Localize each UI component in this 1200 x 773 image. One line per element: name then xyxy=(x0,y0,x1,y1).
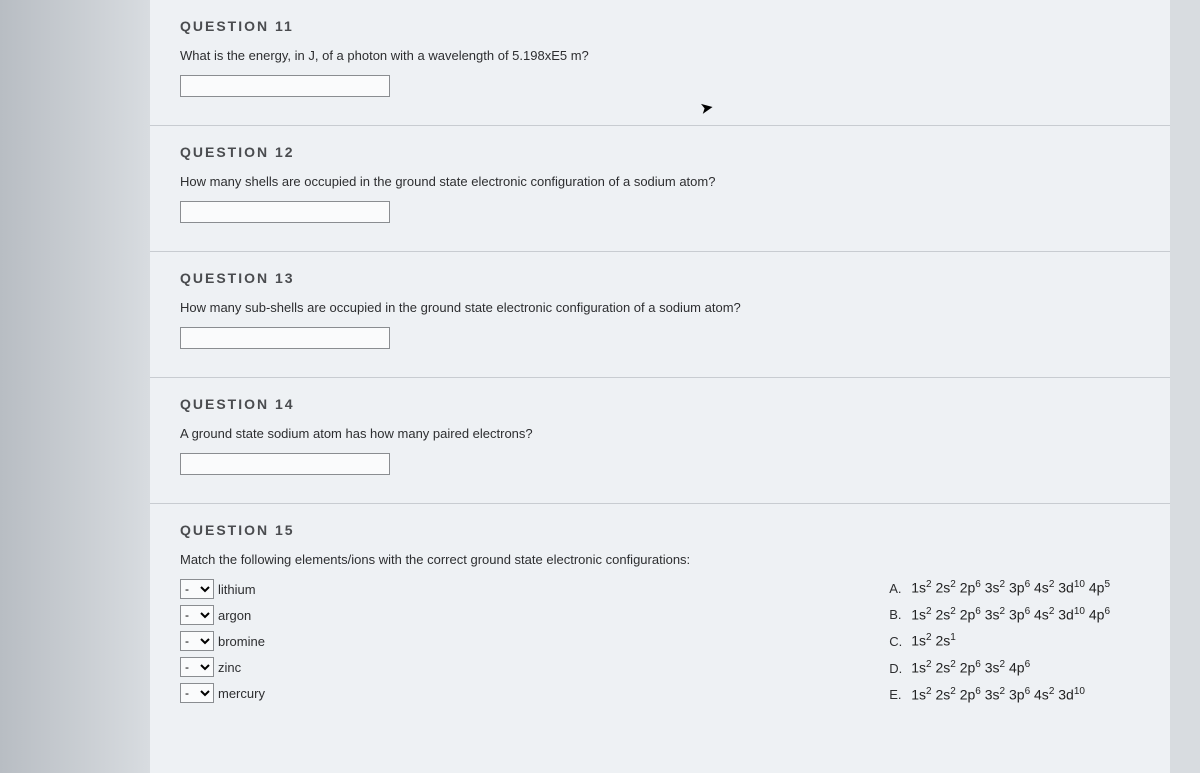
question-prompt: How many shells are occupied in the grou… xyxy=(180,174,1140,189)
question-15: QUESTION 15 Match the following elements… xyxy=(150,504,1170,731)
quiz-page: QUESTION 11 What is the energy, in J, of… xyxy=(150,0,1170,773)
match-label: argon xyxy=(218,608,251,623)
answer-input-q14[interactable] xyxy=(180,453,390,475)
option-letter: D. xyxy=(889,661,903,676)
match-select-lithium[interactable]: - xyxy=(180,579,214,599)
match-left-column: - lithium - argon - bromine - zinc - m xyxy=(180,579,265,703)
match-row-mercury: - mercury xyxy=(180,683,265,703)
match-label: bromine xyxy=(218,634,265,649)
option-letter: C. xyxy=(889,634,903,649)
option-row: A. 1s2 2s2 2p6 3s2 3p6 4s2 3d10 4p5 xyxy=(889,579,1110,596)
question-13: QUESTION 13 How many sub-shells are occu… xyxy=(150,252,1170,378)
electron-configuration: 1s2 2s2 2p6 3s2 4p6 xyxy=(911,659,1030,676)
match-label: lithium xyxy=(218,582,256,597)
answer-input-q12[interactable] xyxy=(180,201,390,223)
match-row-zinc: - zinc xyxy=(180,657,265,677)
electron-configuration: 1s2 2s2 2p6 3s2 3p6 4s2 3d10 xyxy=(911,686,1085,703)
match-select-zinc[interactable]: - xyxy=(180,657,214,677)
match-label: mercury xyxy=(218,686,265,701)
question-title: QUESTION 12 xyxy=(180,144,1140,160)
question-title: QUESTION 14 xyxy=(180,396,1140,412)
option-row: C. 1s2 2s1 xyxy=(889,632,1110,649)
question-title: QUESTION 11 xyxy=(180,18,1140,34)
match-label: zinc xyxy=(218,660,241,675)
electron-configuration: 1s2 2s2 2p6 3s2 3p6 4s2 3d10 4p6 xyxy=(911,606,1110,623)
question-14: QUESTION 14 A ground state sodium atom h… xyxy=(150,378,1170,504)
answer-input-q11[interactable] xyxy=(180,75,390,97)
match-select-mercury[interactable]: - xyxy=(180,683,214,703)
question-prompt: A ground state sodium atom has how many … xyxy=(180,426,1140,441)
question-title: QUESTION 15 xyxy=(180,522,1140,538)
match-row-lithium: - lithium xyxy=(180,579,265,599)
question-11: QUESTION 11 What is the energy, in J, of… xyxy=(150,0,1170,126)
option-row: B. 1s2 2s2 2p6 3s2 3p6 4s2 3d10 4p6 xyxy=(889,606,1110,623)
question-prompt: What is the energy, in J, of a photon wi… xyxy=(180,48,1140,63)
match-select-argon[interactable]: - xyxy=(180,605,214,625)
option-letter: E. xyxy=(889,687,903,702)
question-prompt: How many sub-shells are occupied in the … xyxy=(180,300,1140,315)
match-row-bromine: - bromine xyxy=(180,631,265,651)
match-select-bromine[interactable]: - xyxy=(180,631,214,651)
match-right-column: A. 1s2 2s2 2p6 3s2 3p6 4s2 3d10 4p5 B. 1s… xyxy=(889,579,1140,702)
answer-input-q13[interactable] xyxy=(180,327,390,349)
question-prompt: Match the following elements/ions with t… xyxy=(180,552,1140,567)
option-letter: B. xyxy=(889,607,903,622)
option-row: E. 1s2 2s2 2p6 3s2 3p6 4s2 3d10 xyxy=(889,686,1110,703)
matching-area: - lithium - argon - bromine - zinc - m xyxy=(180,579,1140,703)
question-title: QUESTION 13 xyxy=(180,270,1140,286)
question-12: QUESTION 12 How many shells are occupied… xyxy=(150,126,1170,252)
option-letter: A. xyxy=(889,581,903,596)
page-shadow xyxy=(0,0,150,773)
electron-configuration: 1s2 2s1 xyxy=(911,632,956,649)
match-row-argon: - argon xyxy=(180,605,265,625)
option-row: D. 1s2 2s2 2p6 3s2 4p6 xyxy=(889,659,1110,676)
electron-configuration: 1s2 2s2 2p6 3s2 3p6 4s2 3d10 4p5 xyxy=(911,579,1110,596)
